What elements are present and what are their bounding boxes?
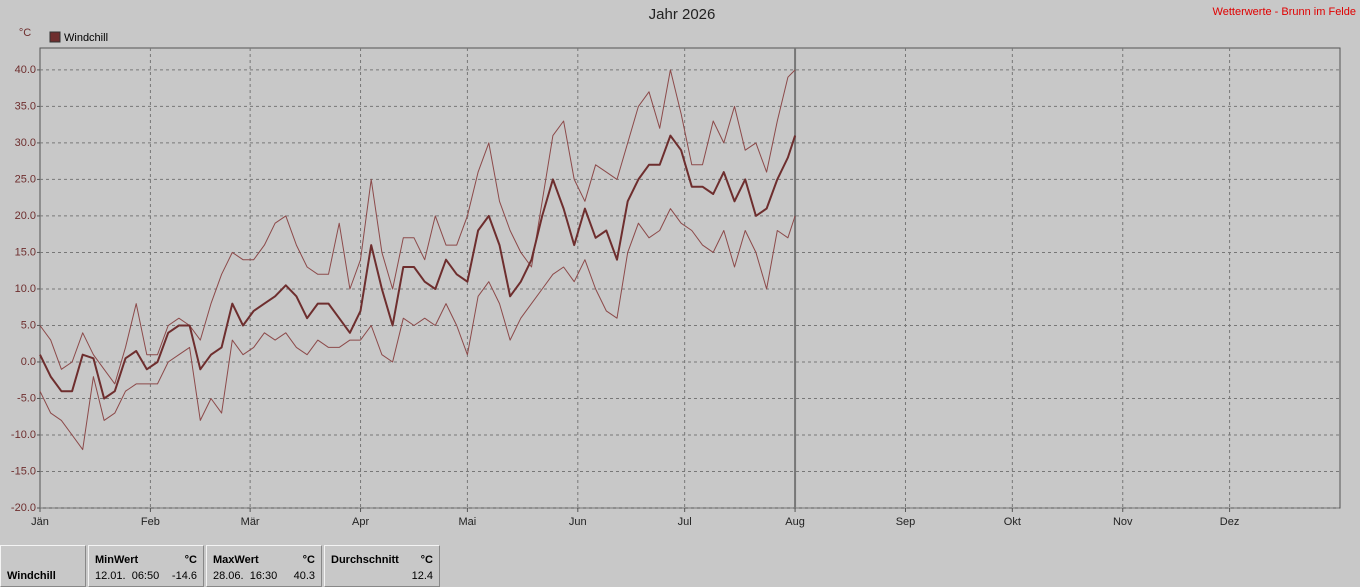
stats-label: MinWert [95,554,139,566]
legend-swatch [49,31,61,43]
x-tick-label: Jul [678,516,692,528]
stats-value: 40.3 [293,570,315,582]
y-tick-label: 15.0 [15,246,36,258]
stats-label: MaxWert [213,554,259,566]
y-tick-label: 30.0 [15,137,36,149]
x-tick-label: Feb [141,516,160,528]
y-tick-label: 20.0 [15,210,36,222]
x-tick-label: Dez [1220,516,1240,528]
chart-title: Jahr 2026 [649,6,716,23]
y-axis-unit: °C [19,27,31,39]
x-tick-label: Nov [1113,516,1133,528]
stats-cell: Durchschnitt °C 12.4 [324,545,440,587]
x-tick-label: Mär [241,516,260,528]
stats-label: Durchschnitt [331,554,399,566]
series-line [39,134,797,400]
stats-cell: MaxWert °C 28.06. 16:30 40.3 [206,545,322,587]
chart-subtitle: Wetterwerte - Brunn im Felde [1213,6,1356,18]
y-tick-label: 10.0 [15,283,36,295]
x-tick-label: Jän [31,516,49,528]
series-line [39,69,796,385]
y-tick-label: -20.0 [11,502,36,514]
y-tick-label: 25.0 [15,173,36,185]
y-tick-label: 0.0 [21,356,36,368]
stats-time: 28.06. 16:30 [213,570,278,582]
chart: Jahr 2026 Wetterwerte - Brunn im Felde °… [11,6,1356,528]
x-tick-label: Okt [1004,516,1021,528]
y-tick-label: -10.0 [11,429,36,441]
stats-unit: °C [420,554,433,566]
x-tick-label: Aug [785,516,805,528]
stats-panel: Windchill MinWert °C 12.01. 06:50 -14.6 MaxW… [0,545,442,587]
y-tick-label: 35.0 [15,100,36,112]
stats-time: 12.01. 06:50 [95,570,160,582]
stats-cell: MinWert °C 12.01. 06:50 -14.6 [88,545,204,587]
stats-unit: °C [302,554,315,566]
y-tick-label: -5.0 [17,392,36,404]
series-line [39,208,796,451]
x-tick-label: Mai [459,516,477,528]
plot-area [39,47,1341,509]
y-tick-label: 5.0 [21,319,36,331]
stats-unit: °C [184,554,197,566]
stats-value: -14.6 [171,570,197,582]
stats-value: 12.4 [411,570,433,582]
y-tick-label: 40.0 [15,64,36,76]
x-tick-label: Sep [896,516,916,528]
y-tick-label: -15.0 [11,465,36,477]
stats-name-cell: Windchill [0,545,86,587]
legend-label: Windchill [64,32,108,44]
x-tick-label: Apr [352,516,369,528]
x-tick-label: Jun [569,516,587,528]
stats-name: Windchill [7,570,56,582]
